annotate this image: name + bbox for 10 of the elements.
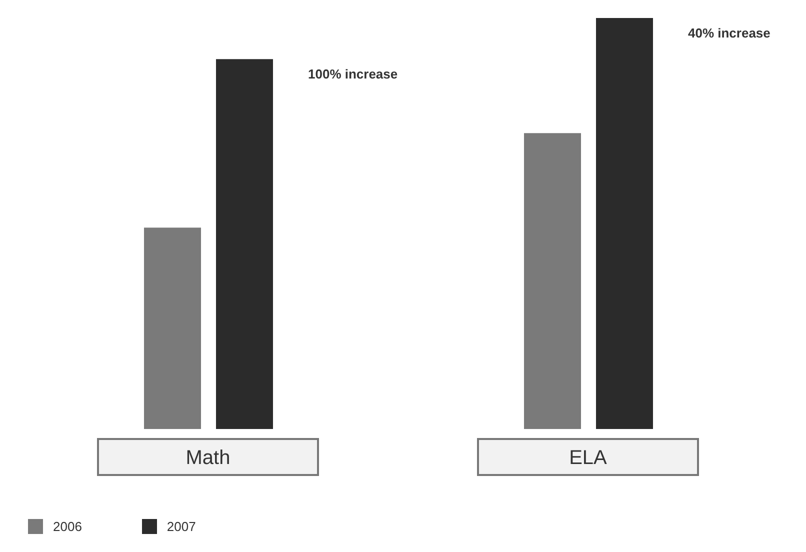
bar [144,228,201,429]
legend-label: 2007 [166,519,196,534]
x-tick-label: ELA [569,447,608,469]
annotation: 40% increase [688,26,770,41]
x-tick-label: Math [186,447,230,469]
legend-label: 2006 [53,519,82,534]
bar [216,59,273,429]
bar [524,133,581,429]
bar [596,18,653,429]
annotation: 100% increase [308,66,398,82]
